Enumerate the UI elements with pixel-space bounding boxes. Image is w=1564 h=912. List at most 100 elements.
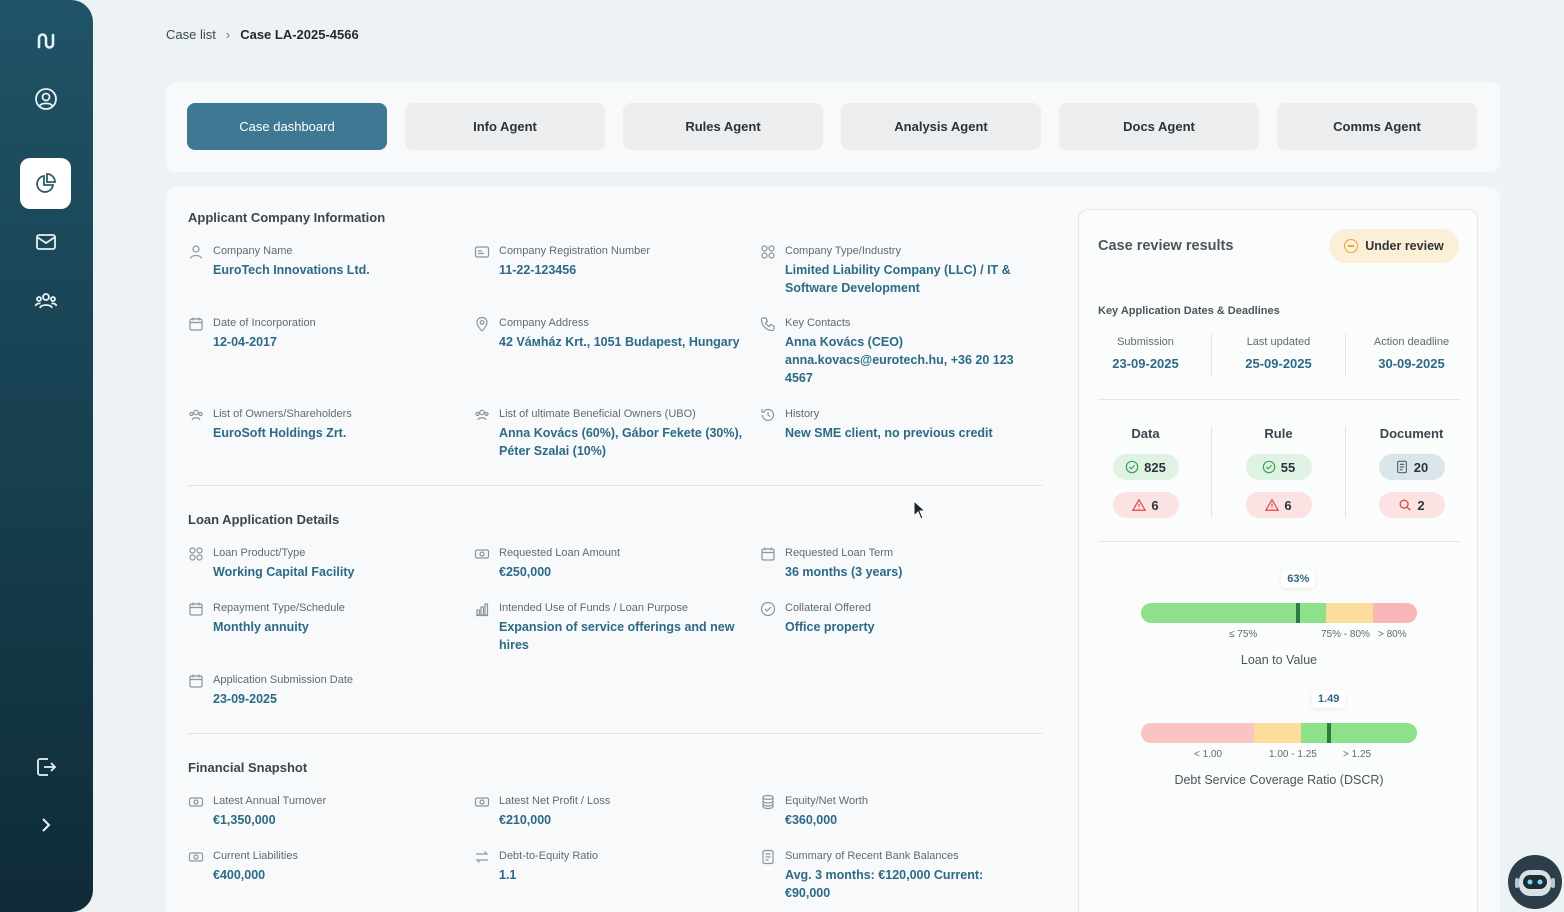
field-submission-date: Application Submission Date 23-09-2025: [188, 673, 458, 708]
field-annual-turnover: Latest Annual Turnover €1,350,000: [188, 794, 458, 829]
field-label: Application Submission Date: [213, 674, 354, 686]
assistant-bot-icon[interactable]: [1508, 855, 1562, 909]
field-label: Company Type/Industry: [785, 245, 901, 257]
calendar-icon: [188, 673, 206, 691]
dscr-value-label: 1.49: [1311, 690, 1346, 708]
field-value: 42 Váмház Krt., 1051 Budapest, Hungary: [499, 335, 740, 349]
field-net-profit: Latest Net Profit / Loss €210,000: [474, 794, 744, 829]
field-company-address: Company Address 42 Váмház Krt., 1051 Bud…: [474, 316, 744, 351]
field-value: €360,000: [785, 813, 838, 827]
pie-chart-icon[interactable]: [20, 158, 71, 209]
separator: [1211, 334, 1212, 376]
field-collateral: Collateral Offered Office property: [760, 601, 1030, 636]
field-loan-purpose: Intended Use of Funds / Loan Purpose Exp…: [474, 601, 744, 654]
rule-warning-badge[interactable]: 6: [1245, 492, 1312, 518]
chevron-right-icon[interactable]: [20, 799, 71, 850]
field-label: Date of Incorporation: [213, 317, 316, 329]
chevron-right-icon: ›: [225, 27, 231, 42]
dscr-tick: 1.00 - 1.25: [1269, 749, 1317, 760]
dscr-segment-low: [1141, 723, 1255, 743]
status-label: Under review: [1365, 239, 1444, 253]
financial-section-title: Financial Snapshot: [188, 760, 308, 775]
breadcrumb-case-list[interactable]: Case list: [166, 27, 216, 42]
field-date-of-incorporation: Date of Incorporation 12-04-2017: [188, 316, 458, 351]
document-count-badge[interactable]: 20: [1378, 454, 1445, 480]
date-label: Submission: [1117, 336, 1174, 348]
grid-icon: [188, 546, 206, 564]
field-value: €1,350,000: [213, 813, 276, 827]
case-review-panel: Case review results Under review Key App…: [1078, 209, 1478, 912]
document-search-badge[interactable]: 2: [1378, 492, 1445, 518]
separator: [1345, 334, 1346, 376]
field-label: Current Liabilities: [213, 850, 298, 862]
field-value: Working Capital Facility: [213, 565, 355, 579]
separator: [1098, 541, 1460, 542]
tab-comms-agent[interactable]: Comms Agent: [1277, 103, 1477, 150]
rule-ok-badge[interactable]: 55: [1245, 454, 1312, 480]
pending-icon: [1344, 239, 1359, 253]
field-value: Anna Kovács (60%), Gábor Fekete (30%), P…: [499, 426, 743, 458]
dscr-segment-high: [1301, 723, 1417, 743]
check-circle-icon: [1125, 460, 1139, 474]
mail-icon[interactable]: [20, 216, 71, 267]
field-label: Loan Product/Type: [213, 547, 306, 559]
field-label: Equity/Net Worth: [785, 795, 868, 807]
logo-icon[interactable]: [20, 15, 71, 66]
sidebar: [0, 0, 93, 912]
field-label: Company Name: [213, 245, 293, 257]
user-circle-icon[interactable]: [20, 73, 71, 124]
ltv-value-label: 63%: [1281, 570, 1316, 588]
field-value: €400,000: [213, 868, 266, 882]
ltv-ticks: ≤ 75% 75% - 80% > 80%: [1141, 629, 1417, 645]
data-warning-badge[interactable]: 6: [1112, 492, 1179, 518]
category-title: Document: [1379, 426, 1444, 441]
money-icon: [188, 849, 206, 867]
history-icon: [760, 407, 778, 425]
tabs-bar: Case dashboard Info Agent Rules Agent An…: [166, 82, 1500, 172]
users-icon[interactable]: [20, 275, 71, 326]
ltv-tick: 75% - 80%: [1321, 629, 1370, 640]
logout-icon[interactable]: [20, 741, 71, 792]
rule-warning-count: 6: [1284, 497, 1292, 513]
tab-analysis-agent[interactable]: Analysis Agent: [841, 103, 1041, 150]
field-company-name: Company Name EuroTech Innovations Ltd.: [188, 244, 458, 279]
field-label: Summary of Recent Bank Balances: [785, 850, 959, 862]
field-company-type: Company Type/Industry Limited Liability …: [760, 244, 1030, 297]
tab-docs-agent[interactable]: Docs Agent: [1059, 103, 1259, 150]
id-card-icon: [474, 244, 492, 262]
field-label: Intended Use of Funds / Loan Purpose: [499, 602, 688, 614]
rule-ok-count: 55: [1280, 459, 1296, 475]
money-icon: [474, 546, 492, 564]
date-submission: Submission 23-09-2025: [1079, 336, 1212, 371]
tab-rules-agent[interactable]: Rules Agent: [623, 103, 823, 150]
field-value: €210,000: [499, 813, 552, 827]
ltv-bar: [1141, 603, 1417, 623]
warning-icon: [1132, 498, 1147, 511]
review-title: Case review results: [1098, 238, 1234, 254]
tab-case-dashboard[interactable]: Case dashboard: [187, 103, 387, 150]
tab-info-agent[interactable]: Info Agent: [405, 103, 605, 150]
field-value: 1.1: [499, 868, 517, 882]
ltv-tick: > 80%: [1378, 629, 1407, 640]
ltv-marker: [1296, 603, 1301, 623]
dscr-segment-mid: [1254, 723, 1302, 743]
users-icon: [474, 407, 492, 425]
section-divider: [188, 733, 1042, 734]
date-value: 25-09-2025: [1245, 356, 1312, 371]
ltv-segment-high: [1372, 603, 1417, 623]
breadcrumb: Case list › Case LA-2025-4566: [166, 27, 359, 42]
status-badge: Under review: [1329, 229, 1459, 263]
field-key-contacts: Key Contacts Anna Kovács (CEO) anna.kova…: [760, 316, 1030, 387]
loan-section-title: Loan Application Details: [188, 512, 340, 527]
document-count: 20: [1413, 459, 1429, 475]
separator: [1211, 426, 1212, 518]
calendar-icon: [188, 316, 206, 334]
dscr-ticks: < 1.00 1.00 - 1.25 > 1.25: [1141, 749, 1417, 765]
phone-icon: [760, 316, 778, 334]
field-loan-term: Requested Loan Term 36 months (3 years): [760, 546, 1030, 581]
field-value: Anna Kovács (CEO) anna.kovacs@eurotech.h…: [785, 335, 1014, 385]
category-title: Rule: [1264, 426, 1293, 441]
data-ok-badge[interactable]: 825: [1112, 454, 1179, 480]
field-ubo: List of ultimate Beneficial Owners (UBO)…: [474, 407, 744, 460]
money-icon: [188, 794, 206, 812]
